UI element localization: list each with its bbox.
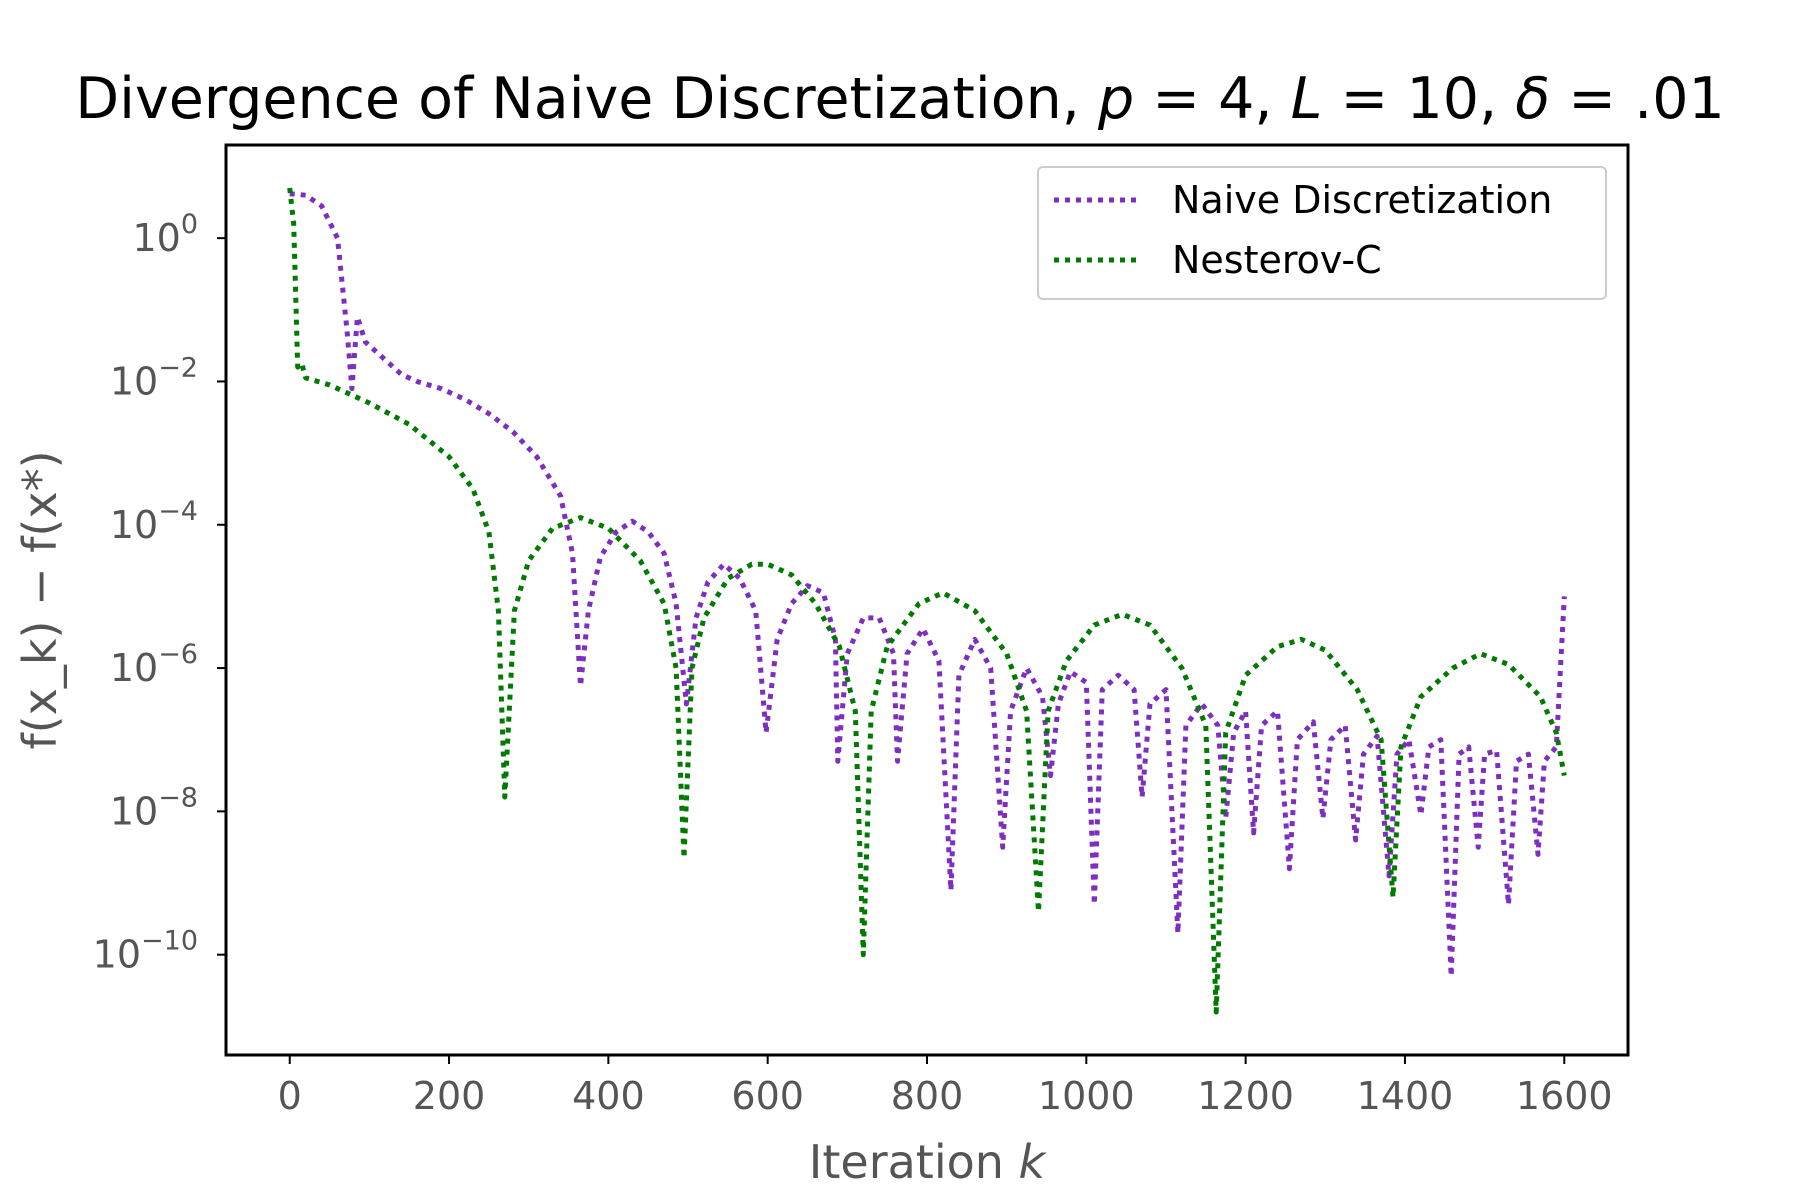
x-tick-label: 1400	[1357, 1074, 1454, 1118]
title-param-value: .01	[1634, 66, 1725, 132]
title-param-symbol: δ	[1515, 66, 1550, 132]
title-prefix: Divergence of Naive Discretization,	[75, 66, 1098, 132]
title-param-symbol: L	[1291, 66, 1323, 132]
x-axis: 0 200 400 600 800 1000 1200 1400 1600	[278, 1055, 1613, 1118]
x-tick-label: 800	[891, 1074, 964, 1118]
y-tick-label: 10−4	[110, 496, 198, 547]
legend: Naive Discretization Nesterov-C	[1037, 166, 1607, 300]
y-tick-label: 100	[132, 209, 198, 260]
y-axis-label-group: f(x_k) − f(x*)	[13, 450, 67, 749]
y-tick-label: 10−10	[93, 926, 198, 977]
series-line-nesterov	[287, 187, 1567, 1015]
title-param-value: 10	[1406, 66, 1479, 132]
y-axis: 100 10−2 10−4 10−6 10−8 10−10	[93, 209, 226, 977]
title-param-value: 4	[1218, 66, 1254, 132]
x-tick-label: 0	[278, 1074, 302, 1118]
x-axis-label: Iteration k	[809, 1135, 1048, 1189]
chart-title: Divergence of Naive Discretization, p = …	[75, 66, 1725, 132]
series-layer	[287, 187, 1567, 1015]
y-tick-label: 10−6	[110, 639, 198, 690]
y-tick-label: 10−2	[110, 352, 198, 403]
legend-label-nesterov: Nesterov-C	[1172, 238, 1382, 282]
series-line-naive	[289, 191, 1567, 979]
legend-label-naive: Naive Discretization	[1172, 178, 1552, 222]
x-tick-label: 1600	[1516, 1074, 1613, 1118]
title-param-symbol: p	[1097, 66, 1134, 132]
x-tick-label: 1000	[1038, 1074, 1135, 1118]
x-tick-label: 200	[413, 1074, 486, 1118]
legend-box	[1037, 166, 1607, 300]
x-tick-label: 400	[572, 1074, 645, 1118]
x-tick-label: 600	[731, 1074, 804, 1118]
y-tick-label: 10−8	[110, 782, 198, 833]
y-axis-label: f(x_k) − f(x*)	[13, 450, 67, 749]
x-tick-label: 1200	[1197, 1074, 1294, 1118]
